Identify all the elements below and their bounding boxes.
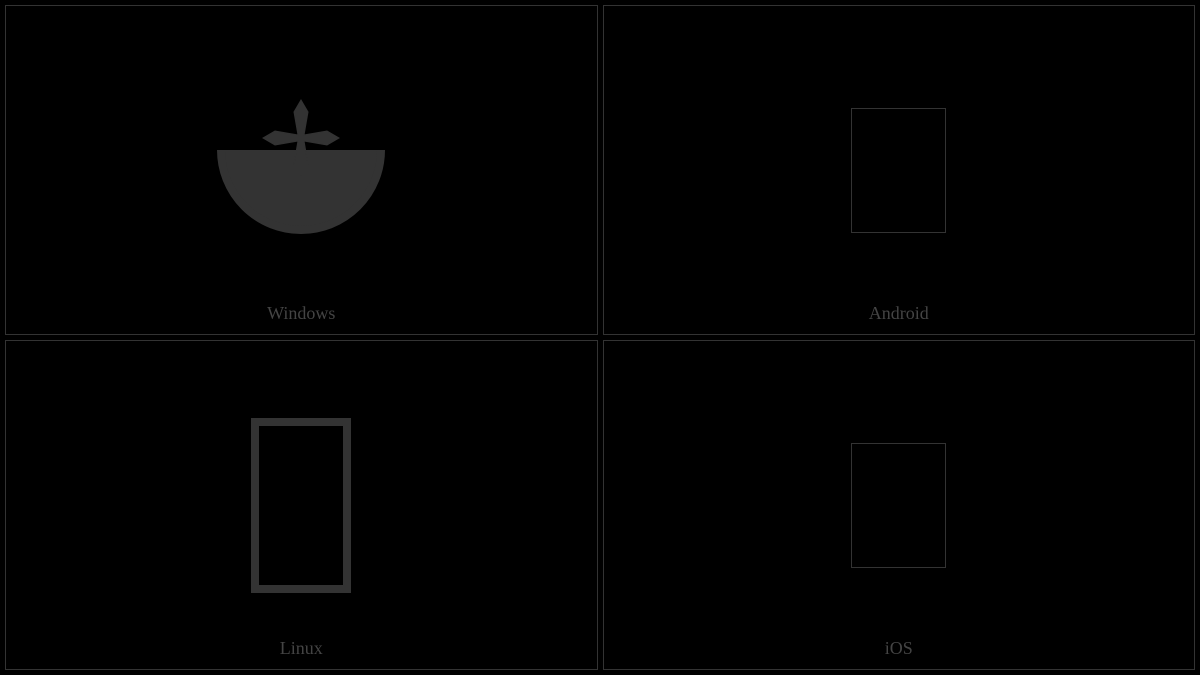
label-ios: iOS	[885, 638, 913, 669]
glyph-area	[6, 341, 597, 669]
glyph-area	[6, 6, 597, 334]
glyph-grid: Windows Android Linux iOS	[0, 0, 1200, 675]
cell-ios: iOS	[603, 340, 1196, 670]
missing-glyph-icon	[851, 443, 946, 568]
cross-arc-icon	[211, 95, 391, 245]
glyph-area	[604, 6, 1195, 334]
missing-glyph-icon	[251, 418, 351, 593]
glyph-area	[604, 341, 1195, 669]
missing-glyph-icon	[851, 108, 946, 233]
cell-linux: Linux	[5, 340, 598, 670]
label-windows: Windows	[267, 303, 335, 334]
cell-android: Android	[603, 5, 1196, 335]
label-linux: Linux	[280, 638, 323, 669]
label-android: Android	[869, 303, 929, 334]
cell-windows: Windows	[5, 5, 598, 335]
